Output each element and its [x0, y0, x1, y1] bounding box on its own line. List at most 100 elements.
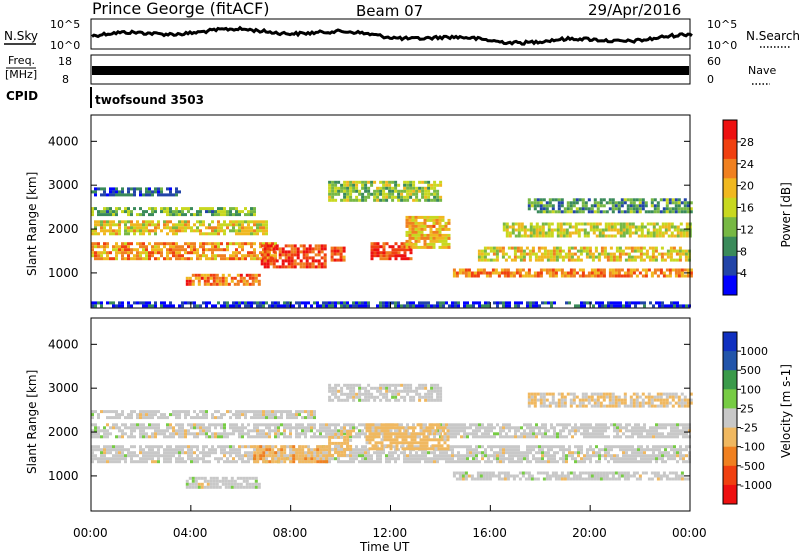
heatmap-cell	[248, 276, 252, 280]
heatmap-cell	[544, 445, 547, 449]
heatmap-cell	[541, 435, 544, 439]
heatmap-cell	[188, 276, 192, 280]
heatmap-cell	[650, 198, 654, 202]
heatmap-cell	[448, 460, 451, 464]
heatmap-cell	[516, 249, 520, 253]
heatmap-cell	[367, 454, 370, 458]
heatmap-cell	[680, 271, 684, 275]
heatmap-cell	[317, 259, 321, 263]
heatmap-cell	[217, 242, 220, 246]
heatmap-cell	[334, 423, 337, 427]
heatmap-cell	[328, 386, 332, 390]
heatmap-cell	[365, 435, 369, 439]
heatmap-cell	[136, 413, 139, 417]
heatmap-cell	[436, 395, 440, 399]
heatmap-cell	[157, 457, 160, 461]
heatmap-cell	[196, 457, 199, 461]
heatmap-cell	[417, 221, 421, 225]
heatmap-cell	[91, 457, 94, 461]
heatmap-cell	[283, 448, 287, 452]
heatmap-cell	[100, 410, 103, 414]
heatmap-cell	[91, 410, 94, 414]
heatmap-cell	[670, 457, 673, 461]
heatmap-cell	[565, 222, 569, 226]
heatmap-cell	[581, 274, 585, 278]
heatmap-cell	[447, 227, 451, 231]
heatmap-cell	[607, 234, 611, 238]
heatmap-cell	[310, 435, 313, 439]
heatmap-cell	[320, 262, 324, 266]
heatmap-cell	[103, 432, 106, 436]
heatmap-cell	[607, 426, 610, 430]
heatmap-cell	[682, 426, 685, 430]
heatmap-cell	[91, 454, 94, 458]
heatmap-cell	[301, 448, 305, 452]
heatmap-cell	[477, 252, 481, 256]
heatmap-cell	[385, 454, 388, 458]
heatmap-cell	[415, 304, 418, 308]
heatmap-cell	[412, 429, 415, 433]
heatmap-cell	[358, 383, 362, 387]
heatmap-cell	[403, 398, 407, 402]
heatmap-cell	[262, 448, 266, 452]
heatmap-cell	[230, 485, 234, 489]
heatmap-cell	[109, 426, 112, 430]
heatmap-cell	[106, 445, 109, 449]
heatmap-cell	[432, 224, 436, 228]
heatmap-cell	[361, 183, 365, 187]
heatmap-cell	[236, 279, 240, 283]
heatmap-cell	[630, 246, 634, 250]
heatmap-cell	[376, 389, 380, 393]
heatmap-cell	[227, 282, 231, 286]
heatmap-cell	[551, 210, 555, 214]
heatmap-cell	[307, 445, 310, 449]
heatmap-cell	[157, 460, 160, 464]
heatmap-cell	[643, 304, 646, 308]
heatmap-cell	[226, 213, 229, 217]
heatmap-cell	[361, 195, 365, 199]
heatmap-cell	[671, 198, 675, 202]
heatmap-cell	[340, 460, 343, 464]
heatmap-cell	[432, 233, 436, 237]
heatmap-cell	[133, 410, 136, 414]
heatmap-cell	[427, 183, 431, 187]
heatmap-cell	[609, 258, 613, 262]
heatmap-cell	[194, 476, 198, 480]
heatmap-cell	[100, 223, 103, 227]
heatmap-cell	[355, 180, 359, 184]
heatmap-cell	[127, 245, 130, 249]
heatmap-cell	[391, 454, 394, 458]
heatmap-cell	[361, 432, 364, 436]
heatmap-cell	[265, 435, 268, 439]
heatmap-cell	[439, 301, 442, 305]
heatmap-cell	[259, 226, 262, 230]
heatmap-cell	[193, 248, 196, 252]
heatmap-cell	[265, 451, 268, 455]
heatmap-cell	[253, 460, 257, 464]
heatmap-cell	[349, 454, 352, 458]
heatmap-cell	[307, 301, 310, 305]
heatmap-cell	[308, 265, 312, 269]
heatmap-cell	[628, 429, 631, 433]
heatmap-cell	[163, 207, 166, 211]
heatmap-cell	[148, 254, 151, 258]
heatmap-cell	[446, 438, 450, 442]
heatmap-cell	[420, 227, 424, 231]
heatmap-cell	[541, 426, 544, 430]
heatmap-cell	[313, 454, 316, 458]
heatmap-cell	[593, 271, 597, 275]
heatmap-cell	[673, 451, 676, 455]
heatmap-cell	[151, 220, 154, 224]
heatmap-cell	[484, 435, 487, 439]
heatmap-cell	[533, 204, 537, 208]
heatmap-cell	[223, 304, 226, 308]
heatmap-cell	[253, 413, 256, 417]
heatmap-cell	[546, 258, 550, 262]
heatmap-cell	[604, 234, 608, 238]
heatmap-cell	[166, 254, 169, 258]
heatmap-cell	[115, 257, 118, 261]
heatmap-cell	[277, 301, 280, 305]
heatmap-cell	[565, 231, 569, 235]
heatmap-cell	[429, 236, 433, 240]
heatmap-cell	[628, 445, 631, 449]
